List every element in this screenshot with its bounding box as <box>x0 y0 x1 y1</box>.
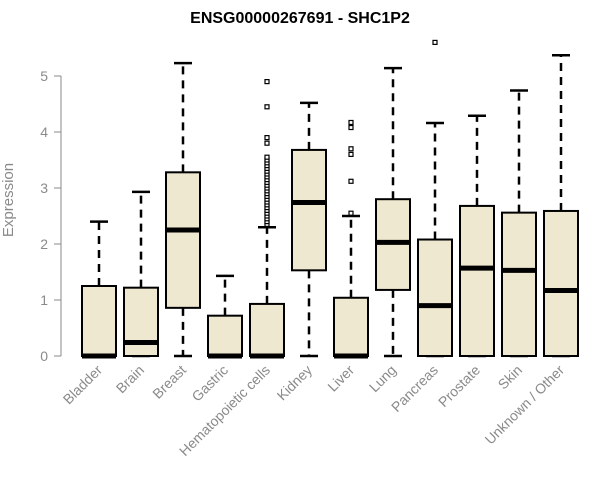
boxes-group <box>81 39 579 359</box>
box-0 <box>81 220 117 359</box>
box-body <box>81 285 117 357</box>
x-tick-label: Kidney <box>274 362 316 404</box>
x-tick-label: Bladder <box>60 362 106 408</box>
box-body <box>417 238 453 358</box>
x-tick-label: Lung <box>366 362 399 395</box>
box-body <box>333 296 369 358</box>
y-tick-label: 2 <box>40 236 48 252</box>
box-body <box>207 314 243 357</box>
y-tick-label: 5 <box>40 68 48 84</box>
box-7 <box>375 66 411 358</box>
x-tick-label: Unknown / Other <box>482 362 568 448</box>
outlier-point <box>432 39 438 46</box>
box-body <box>123 286 159 357</box>
box-10 <box>501 89 537 358</box>
outlier-point <box>348 151 354 157</box>
outlier-point <box>348 119 354 126</box>
box-2 <box>165 61 201 358</box>
y-tick-label: 1 <box>40 292 48 308</box>
box-9 <box>459 114 495 358</box>
box-body <box>165 171 201 309</box>
box-11 <box>543 54 579 358</box>
x-tick-label: Brain <box>113 362 147 396</box>
outlier-point <box>264 154 270 160</box>
x-tick-label: Breast <box>149 362 189 402</box>
x-tick-label: Skin <box>495 362 526 393</box>
box-6 <box>333 119 369 359</box>
chart-title: ENSG00000267691 - SHC1P2 <box>190 10 410 27</box>
y-tick-label: 3 <box>40 180 48 196</box>
box-1 <box>123 190 159 358</box>
x-tick-label: Pancreas <box>388 362 441 415</box>
x-tick-label: Liver <box>324 362 357 395</box>
box-5 <box>291 101 327 358</box>
y-tick-label: 4 <box>40 124 48 140</box>
box-body <box>291 148 327 272</box>
outlier-point <box>264 135 270 141</box>
outlier-point <box>264 140 270 146</box>
box-4 <box>249 78 285 359</box>
box-body <box>501 211 537 357</box>
box-3 <box>207 274 243 359</box>
outlier-point <box>264 104 270 110</box>
outlier-point <box>348 178 354 184</box>
box-body <box>543 209 579 357</box>
y-axis-label: Expression <box>0 163 17 237</box>
x-tick-label: Prostate <box>435 362 483 410</box>
outlier-point <box>264 78 270 85</box>
box-body <box>459 204 495 357</box>
outlier-point <box>348 124 354 131</box>
box-body <box>249 302 285 358</box>
outlier-point <box>348 210 354 216</box>
y-axis: 0 1 2 3 4 5 <box>40 68 62 364</box>
box-8 <box>417 39 453 358</box>
outlier-point <box>348 146 354 152</box>
y-tick-label: 0 <box>40 348 48 364</box>
